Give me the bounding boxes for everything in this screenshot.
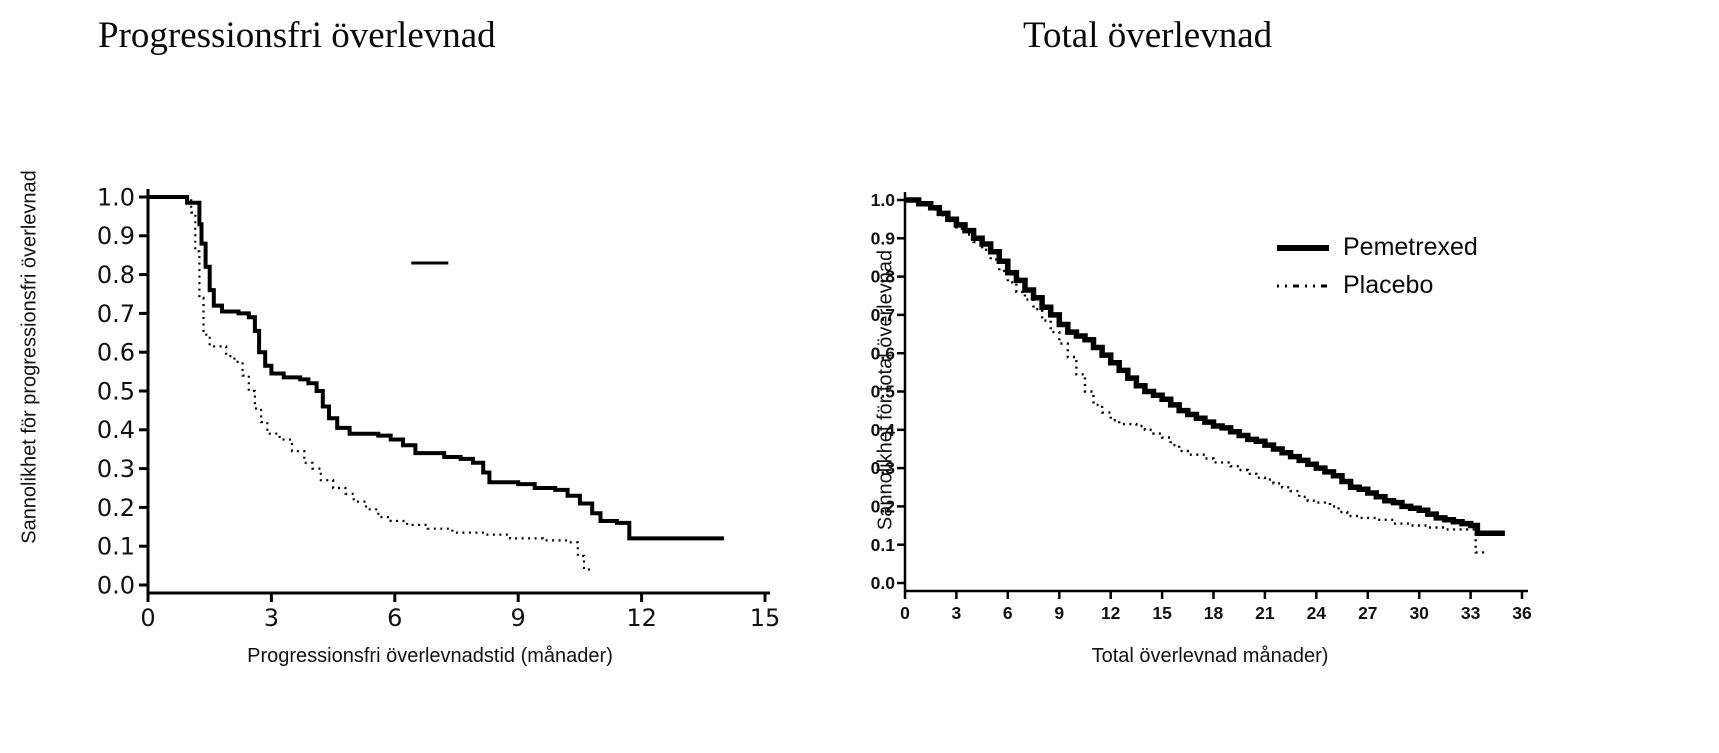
series-placebo-curve <box>148 195 593 571</box>
y-tick-label: 0.7 <box>871 305 895 325</box>
x-tick-label: 21 <box>1255 603 1275 623</box>
x-tick-label: 27 <box>1358 603 1377 623</box>
x-tick-label: 30 <box>1409 603 1429 623</box>
series-pemetrexed-curve <box>905 197 1505 536</box>
os-chart: Total överlevnad Sannolikhet för total ö… <box>860 0 1719 753</box>
pfs-chart: Progressionsfri överlevnad Sannolikhet f… <box>19 15 781 667</box>
x-tick-label: 9 <box>511 604 526 632</box>
y-tick-label: 0.1 <box>97 533 135 561</box>
y-tick-label: 0.4 <box>97 416 135 444</box>
y-tick-label: 0.5 <box>97 377 135 405</box>
y-tick-label: 0.4 <box>871 420 896 440</box>
y-tick-label: 0.0 <box>871 573 896 593</box>
y-tick-label: 0.9 <box>871 228 896 248</box>
legend-item-placebo: Placebo <box>1275 271 1478 300</box>
placebo-dotted-line-sample <box>1277 284 1329 287</box>
y-tick-label: 0.0 <box>97 571 135 599</box>
x-tick-label: 24 <box>1307 603 1327 623</box>
x-tick-label: 15 <box>750 604 781 632</box>
y-tick-label: 0.8 <box>871 267 896 287</box>
x-tick-label: 0 <box>140 604 155 632</box>
y-tick-label: 0.6 <box>871 343 896 363</box>
y-tick-label: 0.1 <box>871 535 896 555</box>
os-legend: Pemetrexed Placebo <box>1275 233 1478 300</box>
y-tick-label: 0.6 <box>97 339 135 367</box>
x-tick-label: 12 <box>1101 603 1121 623</box>
os-chart-title: Total överlevnad <box>1023 15 1273 56</box>
os-x-axis-label: Total överlevnad månader) <box>1091 645 1329 667</box>
y-tick-label: 0.2 <box>97 494 135 522</box>
pfs-plot-area: 1.0 0.9 0.8 0.7 0.6 0.5 0.4 0.3 0.2 0.1 0.00 3 6 9 12 1… <box>97 183 781 632</box>
legend-item-pemetrexed: Pemetrexed <box>1275 233 1478 262</box>
y-tick-label: 0.7 <box>97 300 135 328</box>
y-tick-label: 0.3 <box>97 455 135 483</box>
pfs-chart-title: Progressionsfri överlevnad <box>98 15 496 56</box>
x-tick-label: 15 <box>1152 603 1172 623</box>
os-plot-area: 1.00.90.80.70.60.50.40.30.20.10.00 3 6 9 12 1… <box>871 190 1532 623</box>
x-tick-label: 0 <box>900 603 910 623</box>
pemetrexed-solid-line-sample <box>1277 244 1329 251</box>
x-tick-label: 6 <box>1003 603 1013 623</box>
y-tick-label: 1.0 <box>871 190 896 210</box>
legend-label-pemetrexed: Pemetrexed <box>1343 233 1478 261</box>
x-tick-label: 6 <box>387 604 402 632</box>
y-tick-label: 0.9 <box>97 222 135 250</box>
x-tick-label: 3 <box>952 603 962 623</box>
y-tick-label: 0.2 <box>871 497 896 517</box>
x-tick-label: 18 <box>1204 603 1224 623</box>
y-tick-label: 0.8 <box>97 261 135 289</box>
x-tick-label: 9 <box>1054 603 1064 623</box>
x-tick-label: 3 <box>264 604 279 632</box>
series-pemetrexed-curve <box>148 195 724 541</box>
legend-label-placebo: Placebo <box>1343 271 1434 299</box>
x-tick-label: 12 <box>626 604 657 632</box>
y-tick-label: 1.0 <box>97 183 135 211</box>
x-tick-label: 33 <box>1461 603 1481 623</box>
y-tick-label: 0.5 <box>871 382 896 402</box>
x-tick-label: 36 <box>1512 603 1532 623</box>
pfs-x-axis-label: Progressionsfri överlevnadstid (månader) <box>247 645 613 667</box>
y-tick-label: 0.3 <box>871 458 896 478</box>
